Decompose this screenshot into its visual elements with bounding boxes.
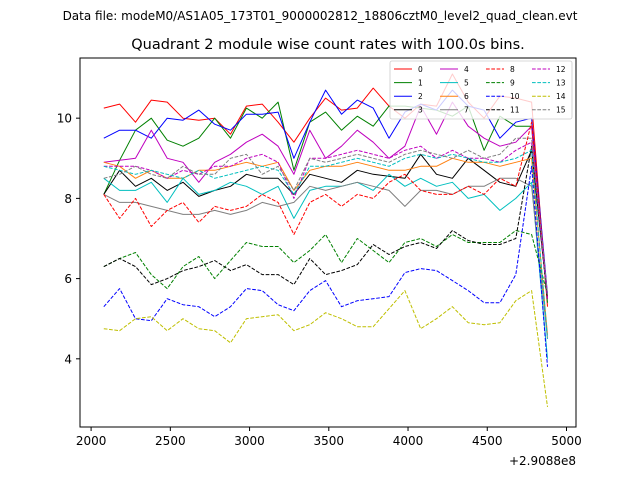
legend-label-14: 14 <box>556 92 566 101</box>
series-line-14 <box>103 290 548 407</box>
legend-label-15: 15 <box>556 106 566 115</box>
series-layer <box>103 73 548 407</box>
x-tick-label: 4000 <box>393 434 424 448</box>
series-line-1 <box>103 101 548 303</box>
x-tick-label: 3000 <box>234 434 265 448</box>
axes-layer: 2000 2500 3000 3500 4000 4500 500046810+2.9088… <box>57 57 582 468</box>
legend-label-7: 7 <box>464 106 469 115</box>
series-line-9 <box>103 230 548 295</box>
series-line-13 <box>103 149 548 339</box>
series-line-5 <box>103 173 548 359</box>
legend-label-1: 1 <box>418 78 423 87</box>
series-line-8 <box>103 121 548 299</box>
x-offset-label: +2.9088e8 <box>509 454 576 468</box>
y-tick-label: 8 <box>64 192 72 206</box>
chart-suptitle: Data file: modeM0/AS1A05_173T01_90000028… <box>63 9 578 23</box>
series-line-10 <box>103 165 548 367</box>
plot-frame <box>79 57 577 428</box>
chart-title: Quadrant 2 module wise count rates with … <box>131 37 525 53</box>
legend-label-6: 6 <box>464 92 469 101</box>
x-tick-label: 3500 <box>314 434 345 448</box>
y-tick-label: 6 <box>64 272 72 286</box>
x-tick-label: 2000 <box>76 434 107 448</box>
x-tick-label: 2500 <box>155 434 186 448</box>
legend-label-9: 9 <box>510 78 515 87</box>
legend-label-3: 3 <box>418 106 423 115</box>
x-tick-label: 5000 <box>551 434 582 448</box>
legend-label-11: 11 <box>510 106 520 115</box>
series-line-11 <box>103 145 548 299</box>
y-tick-label: 10 <box>57 112 72 126</box>
legend-label-0: 0 <box>418 65 423 74</box>
series-line-12 <box>103 141 548 299</box>
legend-label-5: 5 <box>464 78 469 87</box>
legend-label-4: 4 <box>464 65 469 74</box>
series-line-15 <box>103 137 548 295</box>
legend-label-2: 2 <box>418 92 423 101</box>
legend-label-13: 13 <box>556 78 566 87</box>
legend-label-8: 8 <box>510 65 515 74</box>
series-line-6 <box>103 157 548 335</box>
legend-box <box>389 60 573 120</box>
x-tick-label: 4500 <box>472 434 503 448</box>
legend-label-10: 10 <box>510 92 520 101</box>
y-tick-label: 4 <box>64 352 72 366</box>
series-line-7 <box>103 177 548 339</box>
legend-label-12: 12 <box>556 65 566 74</box>
